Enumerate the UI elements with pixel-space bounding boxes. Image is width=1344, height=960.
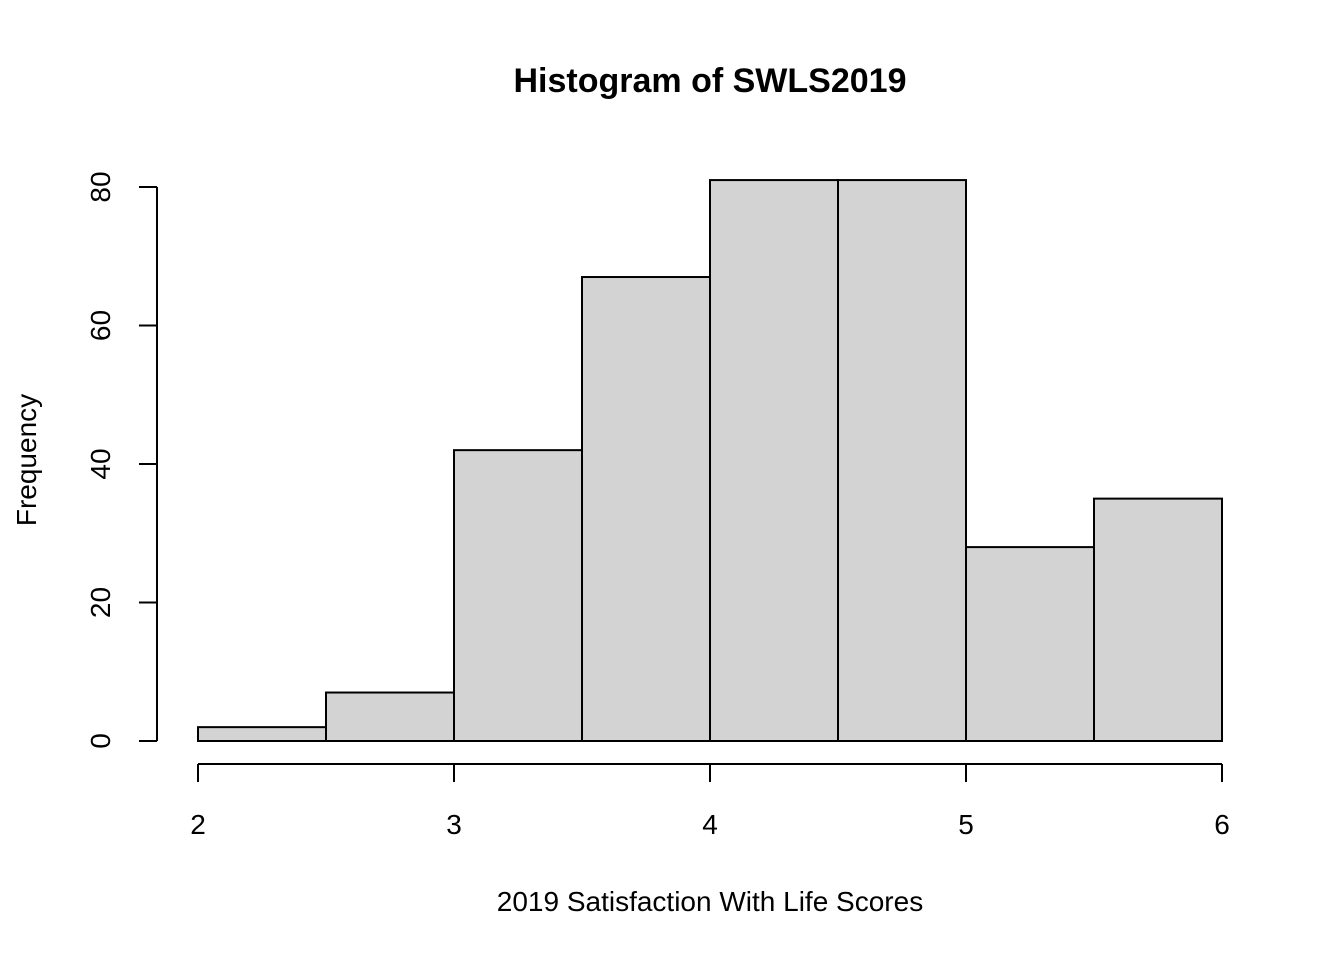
x-tick-label: 4	[702, 809, 718, 840]
x-axis-label: 2019 Satisfaction With Life Scores	[497, 886, 923, 917]
histogram-bar	[325, 691, 455, 743]
x-tick-label: 2	[190, 809, 206, 840]
histogram-bar	[965, 546, 1095, 742]
y-axis-label: Frequency	[11, 394, 42, 526]
bars-group	[197, 179, 1223, 743]
chart-title: Histogram of SWLS2019	[514, 62, 907, 100]
y-tick-label: 40	[85, 448, 116, 479]
y-tick-label: 80	[85, 171, 116, 202]
x-tick-label: 3	[446, 809, 462, 840]
y-axis: 0 20 40 60 80	[85, 171, 158, 749]
x-tick-label: 5	[958, 809, 974, 840]
x-tick-label: 6	[1214, 809, 1230, 840]
y-tick-label: 20	[85, 587, 116, 618]
histogram-bar	[581, 276, 711, 742]
histogram-bar	[453, 449, 583, 742]
x-axis: 2 3 4 5 6	[190, 763, 1230, 840]
histogram-bar	[197, 726, 327, 743]
histogram-bar	[709, 179, 839, 742]
histogram-bar	[1093, 497, 1223, 742]
y-tick-label: 60	[85, 310, 116, 341]
histogram-bar	[837, 179, 967, 742]
y-tick-label: 0	[85, 733, 116, 749]
